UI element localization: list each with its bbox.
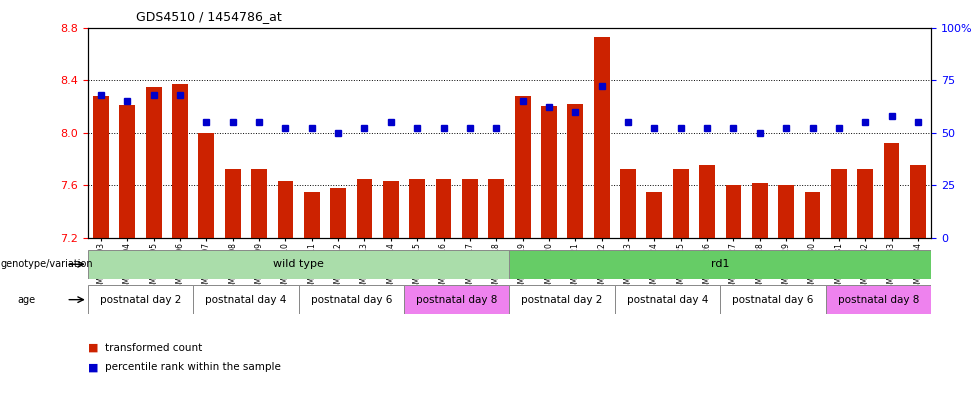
Bar [488, 179, 504, 238]
Bar [699, 165, 715, 238]
Text: postnatal day 6: postnatal day 6 [732, 295, 814, 305]
Bar [646, 192, 662, 238]
Text: ■: ■ [88, 343, 98, 353]
Bar [410, 179, 425, 238]
Bar [804, 192, 820, 238]
Bar [910, 165, 926, 238]
Bar [145, 86, 162, 238]
Text: transformed count: transformed count [105, 343, 203, 353]
Bar [857, 169, 874, 238]
Bar [252, 169, 267, 238]
Text: GDS4510 / 1454786_at: GDS4510 / 1454786_at [136, 10, 282, 23]
Bar [298, 285, 404, 314]
Bar [193, 285, 298, 314]
Text: percentile rank within the sample: percentile rank within the sample [105, 362, 281, 373]
Bar [831, 169, 846, 238]
Bar [509, 250, 931, 279]
Bar [304, 192, 320, 238]
Text: postnatal day 2: postnatal day 2 [99, 295, 181, 305]
Bar [119, 105, 136, 238]
Bar [278, 181, 293, 238]
Text: wild type: wild type [273, 259, 324, 269]
Text: genotype/variation: genotype/variation [1, 259, 94, 269]
Bar [620, 169, 636, 238]
Bar [515, 96, 530, 238]
Bar [88, 285, 193, 314]
Text: age: age [18, 295, 36, 305]
Bar [383, 181, 399, 238]
Bar [357, 179, 372, 238]
Bar [436, 179, 451, 238]
Bar [826, 285, 931, 314]
Bar [541, 107, 557, 238]
Bar [88, 250, 509, 279]
Bar [594, 37, 609, 238]
Text: postnatal day 4: postnatal day 4 [627, 295, 708, 305]
Text: postnatal day 4: postnatal day 4 [205, 295, 287, 305]
Text: postnatal day 8: postnatal day 8 [838, 295, 919, 305]
Bar [462, 179, 478, 238]
Bar [673, 169, 688, 238]
Text: postnatal day 8: postnatal day 8 [416, 295, 497, 305]
Text: ■: ■ [88, 362, 98, 373]
Bar [331, 188, 346, 238]
Bar [567, 104, 583, 238]
Bar [199, 133, 214, 238]
Bar [883, 143, 900, 238]
Bar [509, 285, 615, 314]
Bar [721, 285, 826, 314]
Text: postnatal day 2: postnatal day 2 [522, 295, 603, 305]
Bar [615, 285, 721, 314]
Bar [752, 183, 767, 238]
Bar [725, 185, 741, 238]
Bar [93, 96, 109, 238]
Bar [778, 185, 794, 238]
Bar [225, 169, 241, 238]
Bar [173, 84, 188, 238]
Text: rd1: rd1 [711, 259, 729, 269]
Bar [404, 285, 509, 314]
Text: postnatal day 6: postnatal day 6 [311, 295, 392, 305]
